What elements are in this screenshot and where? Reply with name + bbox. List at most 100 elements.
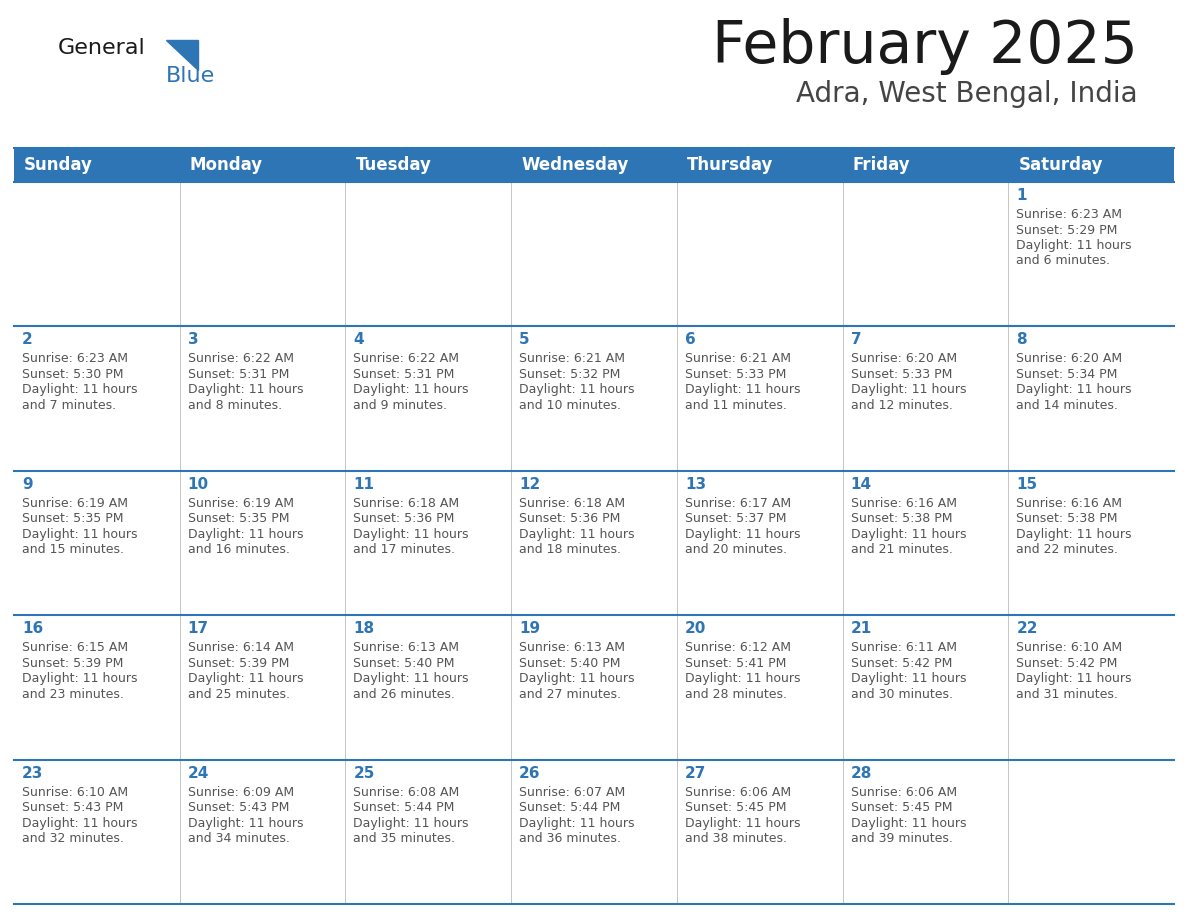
Bar (1009, 471, 1174, 615)
Text: Sunrise: 6:17 AM: Sunrise: 6:17 AM (684, 497, 791, 509)
Text: 9: 9 (23, 476, 32, 492)
Text: Sunset: 5:43 PM: Sunset: 5:43 PM (23, 801, 124, 814)
Text: and 21 minutes.: and 21 minutes. (851, 543, 953, 556)
Text: Sunrise: 6:11 AM: Sunrise: 6:11 AM (851, 641, 956, 655)
Text: Sunset: 5:41 PM: Sunset: 5:41 PM (684, 656, 786, 670)
Bar (179, 759, 346, 904)
Text: 26: 26 (519, 766, 541, 780)
Bar (677, 148, 842, 182)
Text: Sunset: 5:43 PM: Sunset: 5:43 PM (188, 801, 289, 814)
Bar (346, 182, 511, 327)
Text: and 10 minutes.: and 10 minutes. (519, 399, 621, 412)
Bar (677, 615, 842, 759)
Text: Sunrise: 6:10 AM: Sunrise: 6:10 AM (1016, 641, 1123, 655)
Bar (1009, 615, 1174, 759)
Text: Daylight: 11 hours: Daylight: 11 hours (1016, 672, 1132, 685)
Text: 13: 13 (684, 476, 706, 492)
Text: 3: 3 (188, 332, 198, 347)
Bar (511, 615, 677, 759)
Text: Sunrise: 6:19 AM: Sunrise: 6:19 AM (188, 497, 293, 509)
Text: Monday: Monday (190, 156, 263, 174)
Text: and 20 minutes.: and 20 minutes. (684, 543, 786, 556)
Text: Sunrise: 6:08 AM: Sunrise: 6:08 AM (353, 786, 460, 799)
Text: Sunset: 5:31 PM: Sunset: 5:31 PM (353, 368, 455, 381)
Text: 25: 25 (353, 766, 374, 780)
Text: Thursday: Thursday (687, 156, 773, 174)
Polygon shape (166, 40, 198, 70)
Text: and 23 minutes.: and 23 minutes. (23, 688, 124, 700)
Text: Daylight: 11 hours: Daylight: 11 hours (519, 672, 634, 685)
Text: and 36 minutes.: and 36 minutes. (519, 832, 621, 845)
Text: 11: 11 (353, 476, 374, 492)
Text: Daylight: 11 hours: Daylight: 11 hours (684, 528, 801, 541)
Text: and 38 minutes.: and 38 minutes. (684, 832, 786, 845)
Text: and 9 minutes.: and 9 minutes. (353, 399, 448, 412)
Text: 5: 5 (519, 332, 530, 347)
Text: Sunset: 5:29 PM: Sunset: 5:29 PM (1016, 223, 1118, 237)
Text: and 39 minutes.: and 39 minutes. (851, 832, 953, 845)
Text: Sunset: 5:37 PM: Sunset: 5:37 PM (684, 512, 786, 525)
Bar (346, 327, 511, 471)
Text: Sunset: 5:33 PM: Sunset: 5:33 PM (851, 368, 952, 381)
Bar (14, 182, 179, 327)
Text: Daylight: 11 hours: Daylight: 11 hours (188, 817, 303, 830)
Text: Sunrise: 6:22 AM: Sunrise: 6:22 AM (353, 353, 460, 365)
Text: Daylight: 11 hours: Daylight: 11 hours (23, 528, 138, 541)
Text: Saturday: Saturday (1018, 156, 1102, 174)
Text: Sunrise: 6:23 AM: Sunrise: 6:23 AM (1016, 208, 1123, 221)
Text: 14: 14 (851, 476, 872, 492)
Text: 4: 4 (353, 332, 364, 347)
Text: Sunrise: 6:18 AM: Sunrise: 6:18 AM (519, 497, 625, 509)
Bar (14, 759, 179, 904)
Text: Sunrise: 6:21 AM: Sunrise: 6:21 AM (519, 353, 625, 365)
Text: Sunset: 5:39 PM: Sunset: 5:39 PM (188, 656, 289, 670)
Text: 17: 17 (188, 621, 209, 636)
Text: Blue: Blue (166, 66, 215, 86)
Text: 21: 21 (851, 621, 872, 636)
Text: Sunrise: 6:16 AM: Sunrise: 6:16 AM (1016, 497, 1123, 509)
Text: and 16 minutes.: and 16 minutes. (188, 543, 290, 556)
Text: Sunday: Sunday (24, 156, 93, 174)
Text: Daylight: 11 hours: Daylight: 11 hours (851, 672, 966, 685)
Text: Sunrise: 6:21 AM: Sunrise: 6:21 AM (684, 353, 791, 365)
Bar (1009, 327, 1174, 471)
Text: Daylight: 11 hours: Daylight: 11 hours (684, 817, 801, 830)
Text: Daylight: 11 hours: Daylight: 11 hours (519, 384, 634, 397)
Text: Sunrise: 6:18 AM: Sunrise: 6:18 AM (353, 497, 460, 509)
Text: and 25 minutes.: and 25 minutes. (188, 688, 290, 700)
Text: and 26 minutes.: and 26 minutes. (353, 688, 455, 700)
Text: and 12 minutes.: and 12 minutes. (851, 399, 953, 412)
Text: Sunrise: 6:13 AM: Sunrise: 6:13 AM (519, 641, 625, 655)
Text: Sunrise: 6:06 AM: Sunrise: 6:06 AM (851, 786, 956, 799)
Text: Sunrise: 6:06 AM: Sunrise: 6:06 AM (684, 786, 791, 799)
Text: Wednesday: Wednesday (522, 156, 628, 174)
Text: General: General (58, 38, 146, 58)
Text: and 18 minutes.: and 18 minutes. (519, 543, 621, 556)
Text: Daylight: 11 hours: Daylight: 11 hours (353, 817, 469, 830)
Bar (842, 327, 1009, 471)
Bar (511, 759, 677, 904)
Text: 18: 18 (353, 621, 374, 636)
Text: Sunrise: 6:20 AM: Sunrise: 6:20 AM (851, 353, 956, 365)
Bar (179, 327, 346, 471)
Bar (346, 471, 511, 615)
Bar (842, 759, 1009, 904)
Text: Sunrise: 6:12 AM: Sunrise: 6:12 AM (684, 641, 791, 655)
Text: 20: 20 (684, 621, 706, 636)
Text: 24: 24 (188, 766, 209, 780)
Bar (1009, 759, 1174, 904)
Text: Daylight: 11 hours: Daylight: 11 hours (23, 672, 138, 685)
Text: Sunset: 5:33 PM: Sunset: 5:33 PM (684, 368, 786, 381)
Text: Daylight: 11 hours: Daylight: 11 hours (684, 672, 801, 685)
Text: and 11 minutes.: and 11 minutes. (684, 399, 786, 412)
Text: Sunset: 5:35 PM: Sunset: 5:35 PM (188, 512, 289, 525)
Bar (14, 327, 179, 471)
Bar (677, 471, 842, 615)
Text: and 32 minutes.: and 32 minutes. (23, 832, 124, 845)
Bar (179, 182, 346, 327)
Text: 8: 8 (1016, 332, 1026, 347)
Text: 23: 23 (23, 766, 44, 780)
Bar (179, 615, 346, 759)
Text: Sunset: 5:34 PM: Sunset: 5:34 PM (1016, 368, 1118, 381)
Text: Sunrise: 6:14 AM: Sunrise: 6:14 AM (188, 641, 293, 655)
